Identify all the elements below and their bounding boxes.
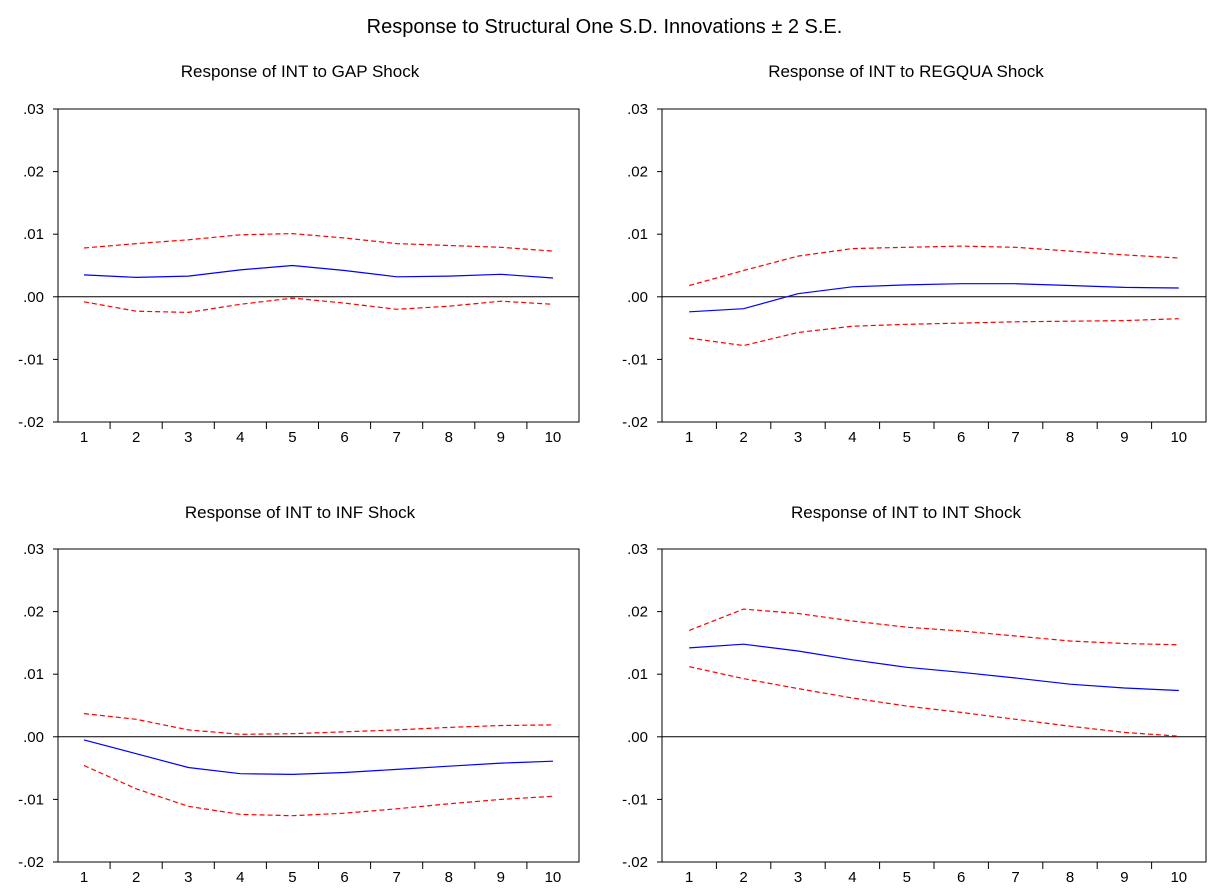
x-tick-label: 7 [1011, 869, 1019, 886]
x-tick-label: 3 [794, 429, 802, 446]
upper-band-line [689, 245, 1179, 287]
x-tick-label: 1 [685, 429, 693, 446]
x-tick-label: 4 [236, 429, 244, 446]
y-tick-label: .00 [23, 289, 44, 306]
x-tick-label: 5 [288, 429, 296, 446]
x-tick-label: 9 [1120, 869, 1128, 886]
chart-title: Response of INT to INT Shock [791, 503, 1021, 522]
y-tick-label: .01 [23, 666, 44, 683]
x-tick-label: 10 [545, 869, 562, 886]
lower-band-line [83, 297, 554, 314]
x-tick-label: 2 [739, 429, 747, 446]
x-tick-label: 10 [545, 429, 562, 446]
lower-band-line [689, 666, 1179, 737]
y-tick-label: -.01 [18, 351, 44, 368]
x-tick-label: 8 [445, 429, 453, 446]
x-tick-label: 3 [184, 429, 192, 446]
x-tick-label: 7 [392, 429, 400, 446]
chart-title: Response of INT to GAP Shock [180, 62, 420, 81]
x-tick-label: 6 [340, 429, 348, 446]
response-line [83, 264, 554, 279]
response-line [689, 283, 1179, 313]
y-tick-label: .01 [23, 226, 44, 243]
y-tick-label: -.01 [622, 791, 648, 808]
y-tick-label: .03 [627, 541, 648, 558]
x-tick-label: 10 [1170, 869, 1187, 886]
x-tick-label: 6 [957, 869, 965, 886]
x-tick-label: 2 [132, 429, 140, 446]
x-tick-label: 1 [685, 869, 693, 886]
x-tick-label: 1 [80, 429, 88, 446]
y-tick-label: -.02 [18, 414, 44, 431]
x-tick-label: 7 [392, 869, 400, 886]
response-line [83, 739, 554, 776]
upper-band-line [688, 608, 1179, 646]
x-tick-label: 9 [497, 429, 505, 446]
plot-frame [661, 108, 1207, 423]
x-tick-label: 1 [80, 869, 88, 886]
chart-panel-regqua: Response of INT to REGQUA Shock .03.02.0… [603, 62, 1209, 452]
chart-plot: .03 .02 .01 .00 -.01 -.02 1 2 3 4 5 6 7 8 9 10 [18, 101, 580, 446]
x-tick-label: 3 [184, 869, 192, 886]
x-tick-label: 5 [903, 429, 911, 446]
y-tick-label: -.01 [18, 791, 44, 808]
x-tick-label: 7 [1011, 429, 1019, 446]
y-tick-label: .02 [627, 164, 648, 181]
y-tick-label: .03 [627, 101, 648, 118]
x-tick-label: 2 [739, 869, 747, 886]
upper-band-line [83, 713, 554, 735]
response-line [689, 643, 1179, 692]
x-tick-label: 9 [497, 869, 505, 886]
chart-plot: .03 .02 .01 .00 -.01 -.02 1 2 3 4 5 6 7 8 9 10 [622, 101, 1207, 446]
x-tick-label: 4 [236, 869, 244, 886]
chart-panel-inf: Response of INT to INF Shock .03.02.01.0… [0, 503, 600, 890]
x-tick-label: 5 [288, 869, 296, 886]
x-tick-label: 8 [1066, 429, 1074, 446]
y-tick-label: .01 [627, 226, 648, 243]
y-tick-label: -.01 [622, 351, 648, 368]
x-tick-label: 4 [848, 869, 856, 886]
chart-plot: .03 .02 .01 .00 -.01 -.02 1 2 3 4 5 6 7 8 9 10 [622, 541, 1207, 886]
x-tick-label: 3 [794, 869, 802, 886]
y-tick-label: .03 [23, 541, 44, 558]
y-tick-label: -.02 [622, 414, 648, 431]
x-tick-label: 10 [1170, 429, 1187, 446]
plot-frame [57, 108, 580, 423]
chart-plot: .03 .02 .01 .00 -.01 -.02 1 2 3 4 5 6 7 8 9 10 [18, 541, 580, 886]
chart-title: Response of INT to REGQUA Shock [768, 62, 1044, 81]
upper-band-line [83, 232, 554, 252]
y-tick-label: .00 [627, 729, 648, 746]
x-tick-label: 4 [848, 429, 856, 446]
y-tick-label: .02 [23, 164, 44, 181]
chart-panel-gap: Response of INT to GAP Shock .03.02.01.0… [0, 62, 600, 452]
chart-panel-int: Response of INT to INT Shock .03.02.01.0… [603, 503, 1209, 890]
plot-frame [661, 548, 1207, 863]
x-tick-label: 6 [340, 869, 348, 886]
figure-title: Response to Structural One S.D. Innovati… [366, 16, 843, 38]
y-tick-label: .02 [23, 604, 44, 621]
y-tick-label: .00 [23, 729, 44, 746]
y-tick-label: .03 [23, 101, 44, 118]
chart-title: Response of INT to INF Shock [184, 503, 416, 522]
x-tick-label: 9 [1120, 429, 1128, 446]
y-tick-label: -.02 [18, 854, 44, 871]
x-tick-label: 5 [903, 869, 911, 886]
y-tick-label: .01 [627, 666, 648, 683]
y-tick-label: .00 [627, 289, 648, 306]
x-tick-label: 8 [445, 869, 453, 886]
x-tick-label: 6 [957, 429, 965, 446]
lower-band-line [83, 765, 554, 817]
y-tick-label: -.02 [622, 854, 648, 871]
y-tick-label: .02 [627, 604, 648, 621]
lower-band-line [689, 318, 1179, 347]
x-tick-label: 2 [132, 869, 140, 886]
x-tick-label: 8 [1066, 869, 1074, 886]
